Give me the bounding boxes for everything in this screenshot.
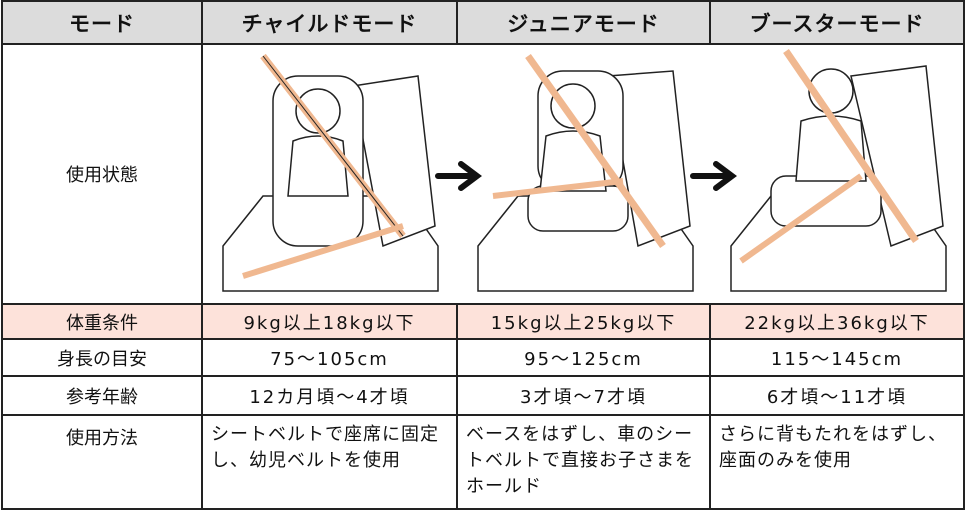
booster-seat: [730, 49, 947, 292]
cell: 15kg以上25kg以下: [456, 303, 711, 340]
weight-row: 体重条件 9kg以上18kg以下 15kg以上25kg以下 22kg以上36kg…: [1, 303, 965, 340]
child-seat: [222, 53, 439, 292]
cell: 22kg以上36kg以下: [709, 303, 965, 340]
row-label: 身長の目安: [1, 338, 203, 377]
header-cell: ジュニアモード: [456, 0, 711, 45]
cell: 9kg以上18kg以下: [201, 303, 458, 340]
height-row: 身長の目安 75～105cm 95～125cm 115～145cm: [1, 338, 965, 377]
age-row: 参考年齢 12カ月頃～4才頃 3才頃～7才頃 6才頃～11才頃: [1, 375, 965, 416]
usage-row: 使用方法 シートベルトで座席に固定し、幼児ベルトを使用 ベースをはずし、車のシー…: [1, 414, 965, 510]
illustrations: [201, 43, 965, 305]
cell: さらに背もたれをはずし、座面のみを使用: [709, 414, 965, 510]
cell: 115～145cm: [709, 338, 965, 377]
cell: 3才頃～7才頃: [456, 375, 711, 416]
header-cell: チャイルドモード: [201, 0, 458, 45]
header-row: モード チャイルドモード ジュニアモード ブースターモード: [1, 0, 965, 45]
cell: シートベルトで座席に固定し、幼児ベルトを使用: [201, 414, 458, 510]
row-label: 体重条件: [1, 303, 203, 340]
row-label: 使用状態: [1, 43, 203, 305]
row-label: 使用方法: [1, 414, 203, 510]
header-cell: モード: [1, 0, 203, 45]
cell: 95～125cm: [456, 338, 711, 377]
cell: 75～105cm: [201, 338, 458, 377]
seat-illustrations: [222, 49, 947, 292]
junior-seat: [477, 53, 694, 292]
cell: 6才頃～11才頃: [709, 375, 965, 416]
image-row: 使用状態: [1, 43, 965, 305]
row-label: 参考年齢: [1, 375, 203, 416]
header-cell: ブースターモード: [709, 0, 965, 45]
cell: ベースをはずし、車のシートベルトで直接お子さまをホールド: [456, 414, 711, 510]
cell: 12カ月頃～4才頃: [201, 375, 458, 416]
